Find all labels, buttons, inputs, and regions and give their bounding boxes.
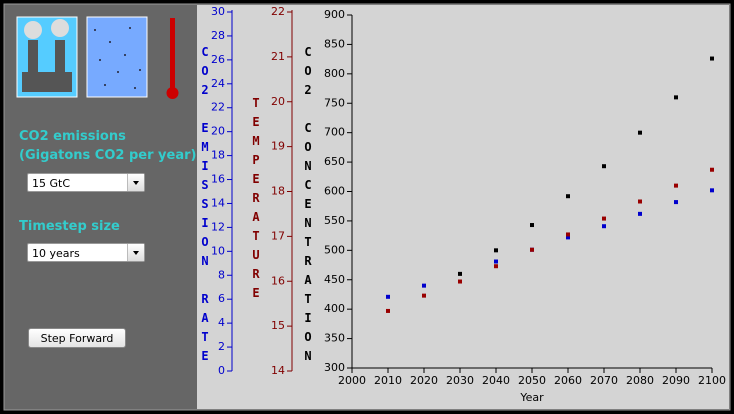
point xyxy=(602,216,606,221)
x-tick-label: 2050 xyxy=(518,374,546,387)
y-tick-label: 650 xyxy=(324,155,345,168)
side-axis-tick-label: 10 xyxy=(211,244,225,257)
x-axis-title: Year xyxy=(519,391,544,404)
side-axis-tick-label: 26 xyxy=(211,53,225,66)
y-tick-label: 900 xyxy=(324,8,345,21)
point xyxy=(422,283,426,288)
emissions-label: CO2 emissions xyxy=(19,129,126,144)
point xyxy=(638,199,642,204)
select-value: 10 years xyxy=(32,247,80,260)
y-tick-label: 450 xyxy=(324,273,345,286)
step-button[interactable]: Step Forward xyxy=(28,328,126,348)
y-tick-label: 700 xyxy=(324,126,345,139)
point xyxy=(530,247,534,252)
emission-axis-title: CO2 EMISSION RATE xyxy=(198,45,212,368)
point xyxy=(494,264,498,269)
x-tick-label: 2040 xyxy=(482,374,510,387)
y-tick-label: 350 xyxy=(324,332,345,345)
side-axis-tick-label: 22 xyxy=(211,101,225,114)
side-axis-tick-label: 16 xyxy=(271,274,285,287)
point xyxy=(494,259,498,264)
side-axis-tick-label: 30 xyxy=(211,5,225,18)
emissions-select[interactable]: 15 GtC xyxy=(27,173,145,192)
point xyxy=(458,271,462,276)
side-axis-tick-label: 15 xyxy=(271,319,285,332)
side-axis-tick-label: 19 xyxy=(271,140,285,153)
select-value: 15 GtC xyxy=(32,177,71,190)
y-tick-label: 500 xyxy=(324,243,345,256)
side-axis-tick-label: 22 xyxy=(271,5,285,18)
y-tick-label: 400 xyxy=(324,302,345,315)
point xyxy=(566,232,570,237)
point xyxy=(422,293,426,298)
x-tick-label: 2020 xyxy=(410,374,438,387)
point xyxy=(566,194,570,199)
side-axis-tick-label: 4 xyxy=(218,316,225,329)
side-axis-tick-label: 2 xyxy=(218,340,225,353)
point xyxy=(530,223,534,228)
side-axis-tick-label: 14 xyxy=(211,196,225,209)
point xyxy=(386,294,390,299)
side-axis-tick-label: 14 xyxy=(271,364,285,377)
factory-icon xyxy=(16,16,78,98)
x-tick-label: 2100 xyxy=(698,374,726,387)
point xyxy=(710,167,714,172)
point xyxy=(566,235,570,240)
y-tick-label: 850 xyxy=(324,37,345,50)
side-axis-tick-label: 12 xyxy=(211,220,225,233)
thermometer-icon xyxy=(166,18,179,99)
point xyxy=(674,183,678,188)
side-axis-tick-label: 20 xyxy=(211,125,225,138)
x-tick-label: 2000 xyxy=(338,374,366,387)
emissions-units: (Gigatons CO2 per year) xyxy=(19,148,197,163)
point xyxy=(494,248,498,253)
atmosphere-icon xyxy=(86,16,148,98)
side-axis-tick-label: 20 xyxy=(271,95,285,108)
y-tick-label: 300 xyxy=(324,361,345,374)
side-axis-tick-label: 24 xyxy=(211,77,225,90)
y-tick-label: 800 xyxy=(324,67,345,80)
point xyxy=(710,56,714,61)
side-axis-tick-label: 18 xyxy=(271,185,285,198)
x-tick-label: 2010 xyxy=(374,374,402,387)
x-tick-label: 2030 xyxy=(446,374,474,387)
side-axis-tick-label: 0 xyxy=(218,364,225,377)
x-tick-label: 2080 xyxy=(626,374,654,387)
temperature-axis-title: TEMPERATURE xyxy=(249,96,263,305)
side-axis-tick-label: 8 xyxy=(218,268,225,281)
point xyxy=(458,279,462,284)
timestep-select[interactable]: 10 years xyxy=(27,243,145,262)
point xyxy=(602,164,606,169)
point xyxy=(602,224,606,229)
x-tick-label: 2060 xyxy=(554,374,582,387)
side-axis-tick-label: 16 xyxy=(211,173,225,186)
point xyxy=(638,130,642,135)
side-axis-tick-label: 6 xyxy=(218,292,225,305)
timestep-label: Timestep size xyxy=(19,219,120,234)
side-axis-tick-label: 28 xyxy=(211,29,225,42)
x-tick-label: 2070 xyxy=(590,374,618,387)
point xyxy=(386,308,390,313)
side-axis-tick-label: 21 xyxy=(271,50,285,63)
point xyxy=(674,200,678,205)
point xyxy=(638,211,642,216)
y-tick-label: 550 xyxy=(324,214,345,227)
side-axis-tick-label: 18 xyxy=(211,149,225,162)
x-tick-label: 2090 xyxy=(662,374,690,387)
y-tick-label: 600 xyxy=(324,185,345,198)
chart-panel xyxy=(197,5,729,409)
side-axis-tick-label: 17 xyxy=(271,229,285,242)
y-tick-label: 750 xyxy=(324,96,345,109)
concentration-axis-title: CO2 CONCENTRATION xyxy=(301,45,315,368)
point xyxy=(674,95,678,100)
point xyxy=(710,188,714,193)
